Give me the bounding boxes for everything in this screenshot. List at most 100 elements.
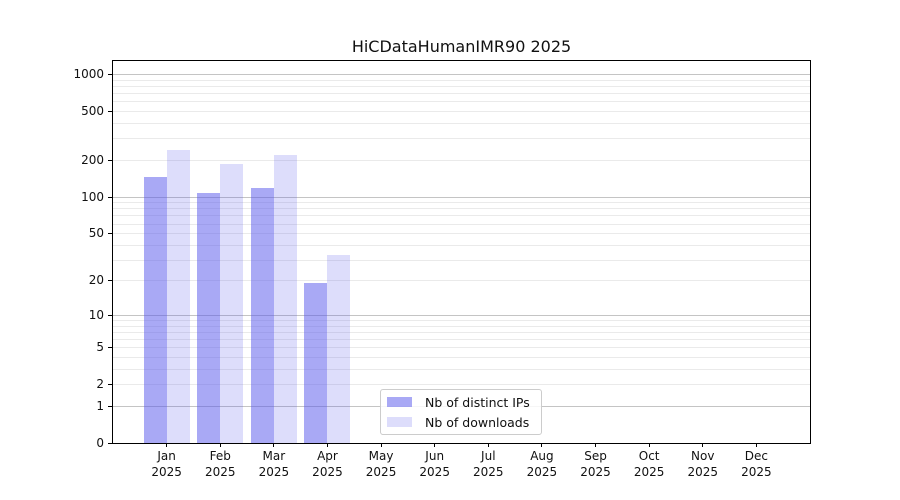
bar-distinct-ips-apr	[304, 283, 328, 443]
gridline-minor-200	[113, 159, 810, 161]
gridline-minor-80	[113, 208, 810, 210]
x-tick-year: 2025	[151, 465, 182, 479]
x-tick-month: Aug	[530, 449, 554, 463]
x-tick-year: 2025	[526, 465, 558, 479]
y-tick-label-100: 100	[81, 189, 104, 204]
y-tick-0	[108, 443, 112, 444]
x-tick-label-jul: Jul 2025	[473, 448, 504, 480]
y-tick-1000	[108, 74, 112, 76]
x-tick-label-mar: Mar 2025	[259, 448, 290, 480]
bars-layer	[113, 61, 810, 443]
y-tick-label-10: 10	[88, 307, 104, 322]
x-tick-year: 2025	[365, 465, 397, 479]
x-tick-label-dec: Dec 2025	[741, 448, 772, 480]
x-tick-mar	[273, 443, 275, 447]
gridline-major-1000	[113, 74, 810, 76]
x-tick-year: 2025	[419, 465, 450, 479]
gridline-minor-70	[113, 215, 810, 217]
x-tick-label-jun: Jun 2025	[419, 448, 450, 480]
x-tick-year: 2025	[741, 465, 772, 479]
x-tick-oct	[648, 443, 650, 447]
x-tick-sep	[595, 443, 597, 447]
gridline-minor-3	[113, 368, 810, 370]
y-tick-20	[108, 280, 112, 282]
legend-swatch-distinct-ips	[387, 397, 412, 407]
x-tick-year: 2025	[687, 465, 719, 479]
gridline-minor-500	[113, 111, 810, 113]
legend-label-downloads: Nb of downloads	[425, 414, 530, 430]
y-tick-label-0: 0	[96, 436, 104, 450]
y-tick-label-200: 200	[81, 152, 104, 167]
gridline-minor-60	[113, 223, 810, 225]
x-tick-jun	[434, 443, 436, 447]
gridline-minor-800	[113, 86, 810, 88]
x-tick-year: 2025	[633, 465, 665, 479]
x-tick-dec	[755, 443, 757, 447]
x-tick-month: May	[368, 449, 394, 463]
gridline-minor-300	[113, 138, 810, 140]
gridline-minor-6	[113, 339, 810, 341]
y-tick-10	[108, 314, 112, 316]
gridlines-layer	[113, 61, 810, 443]
y-tick-1	[108, 405, 112, 407]
x-tick-month: Sep	[584, 449, 607, 463]
gridline-minor-2	[113, 384, 810, 386]
x-tick-apr	[326, 443, 328, 447]
gridline-minor-20	[113, 280, 810, 282]
y-tick-label-5: 5	[96, 340, 104, 355]
legend-item-distinct-ips: Nb of distinct IPs	[387, 393, 541, 411]
legend-label-distinct-ips: Nb of distinct IPs	[425, 394, 530, 410]
x-tick-month: Jul	[481, 449, 496, 463]
gridline-major-10	[113, 314, 810, 316]
x-tick-label-feb: Feb 2025	[205, 448, 236, 480]
x-tick-month: Oct	[638, 449, 660, 463]
chart-title: HiCDataHumanIMR90 2025	[351, 37, 572, 56]
bar-downloads-feb	[220, 164, 244, 443]
x-tick-month: Jan	[157, 449, 176, 463]
x-tick-label-jan: Jan 2025	[151, 448, 182, 480]
gridline-minor-7	[113, 331, 810, 333]
bar-distinct-ips-mar	[250, 187, 274, 443]
gridline-minor-700	[113, 93, 810, 95]
bar-downloads-jan	[166, 150, 190, 443]
gridline-major-100	[113, 196, 810, 198]
legend: Nb of distinct IPs Nb of downloads	[380, 389, 542, 435]
x-tick-jul	[487, 443, 489, 447]
x-tick-month: Apr	[317, 449, 338, 463]
x-tick-month: Dec	[744, 449, 768, 463]
x-tick-label-may: May 2025	[366, 448, 397, 480]
gridline-minor-4	[113, 357, 810, 359]
x-tick-label-apr: Apr 2025	[312, 448, 343, 480]
x-tick-month: Mar	[262, 449, 286, 463]
x-tick-feb	[219, 443, 221, 447]
y-tick-label-2: 2	[96, 377, 104, 392]
y-tick-200	[108, 159, 112, 161]
y-tick-5	[108, 347, 112, 349]
gridline-minor-40	[113, 244, 810, 246]
x-tick-label-oct: Oct 2025	[634, 448, 665, 480]
gridline-minor-900	[113, 79, 810, 81]
x-tick-month: Jun	[425, 449, 445, 463]
legend-swatch-downloads	[387, 417, 412, 427]
y-tick-label-1: 1	[96, 398, 104, 413]
bar-downloads-apr	[327, 254, 351, 443]
y-tick-label-50: 50	[88, 226, 104, 241]
bar-distinct-ips-jan	[143, 176, 167, 443]
gridline-minor-30	[113, 259, 810, 261]
gridline-minor-50	[113, 233, 810, 235]
x-tick-jan	[166, 443, 168, 447]
x-tick-year: 2025	[258, 465, 290, 479]
gridline-minor-600	[113, 101, 810, 103]
gridline-minor-9	[113, 320, 810, 322]
x-tick-year: 2025	[312, 465, 343, 479]
gridline-minor-90	[113, 202, 810, 204]
x-tick-month: Nov	[691, 449, 715, 463]
x-tick-month: Feb	[209, 449, 231, 463]
x-tick-year: 2025	[473, 465, 504, 479]
y-tick-label-1000: 1000	[73, 67, 104, 82]
y-tick-label-20: 20	[88, 273, 104, 288]
x-tick-nov	[702, 443, 704, 447]
x-tick-label-nov: Nov 2025	[687, 448, 718, 480]
x-tick-label-sep: Sep 2025	[580, 448, 611, 480]
plot-area: Nb of distinct IPs Nb of downloads	[112, 60, 811, 444]
